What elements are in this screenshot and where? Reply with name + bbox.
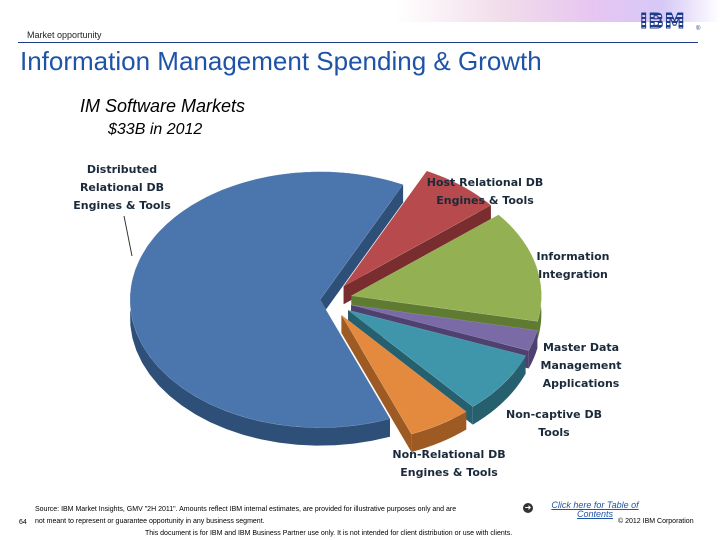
pie-slice-5 xyxy=(341,314,467,435)
pie-slice-edge-end-0 xyxy=(320,184,404,318)
page-title: Information Management Spending & Growth xyxy=(20,46,542,76)
slice-label-0: Distributed Relational DB Engines & Tools xyxy=(73,163,171,212)
pie-slice-edge-end-1 xyxy=(343,205,491,305)
slice-label-4: Non-captive DB Tools xyxy=(506,408,602,439)
pie-slice-side-4 xyxy=(472,355,526,425)
section-label: Market opportunity xyxy=(27,30,102,40)
header-band xyxy=(0,0,720,22)
source-note-line1: Source: IBM Market Insights, GMV "2H 201… xyxy=(35,506,457,513)
arrow-icon[interactable]: ➜ xyxy=(523,503,533,513)
pie-slice-4 xyxy=(347,309,526,407)
pie-slice-edge-end-5 xyxy=(341,315,412,453)
pie-slice-side-5 xyxy=(411,411,467,453)
registered-mark: ® xyxy=(696,26,701,32)
source-note-line2: not meant to represent or guarantee oppo… xyxy=(35,518,265,525)
leader-line xyxy=(123,215,133,257)
pie-slice-2 xyxy=(350,214,542,322)
slice-label-5: Non-Relational DB Engines & Tools xyxy=(392,448,505,479)
slice-label-3: Master Data Management Applications xyxy=(541,341,622,390)
chart-subtitle: $33B in 2012 xyxy=(108,121,203,138)
toc-link[interactable]: Click here for Table of Contents xyxy=(551,500,639,519)
header-rule xyxy=(18,42,698,43)
pie-slice-0 xyxy=(129,171,404,428)
logo-text: IBM xyxy=(640,9,686,34)
chart-title: IM Software Markets xyxy=(80,96,246,116)
copyright: © 2012 IBM Corporation xyxy=(618,518,694,525)
disclaimer: This document is for IBM and IBM Busines… xyxy=(145,530,513,537)
pie-slice-1 xyxy=(343,170,492,287)
page-number: 64 xyxy=(19,519,27,526)
slice-label-1: Host Relational DB Engines & Tools xyxy=(427,176,543,207)
pie-slice-3 xyxy=(351,304,538,351)
ibm-logo: IBM xyxy=(640,9,690,34)
slice-label-2: Information Integration xyxy=(537,250,610,281)
